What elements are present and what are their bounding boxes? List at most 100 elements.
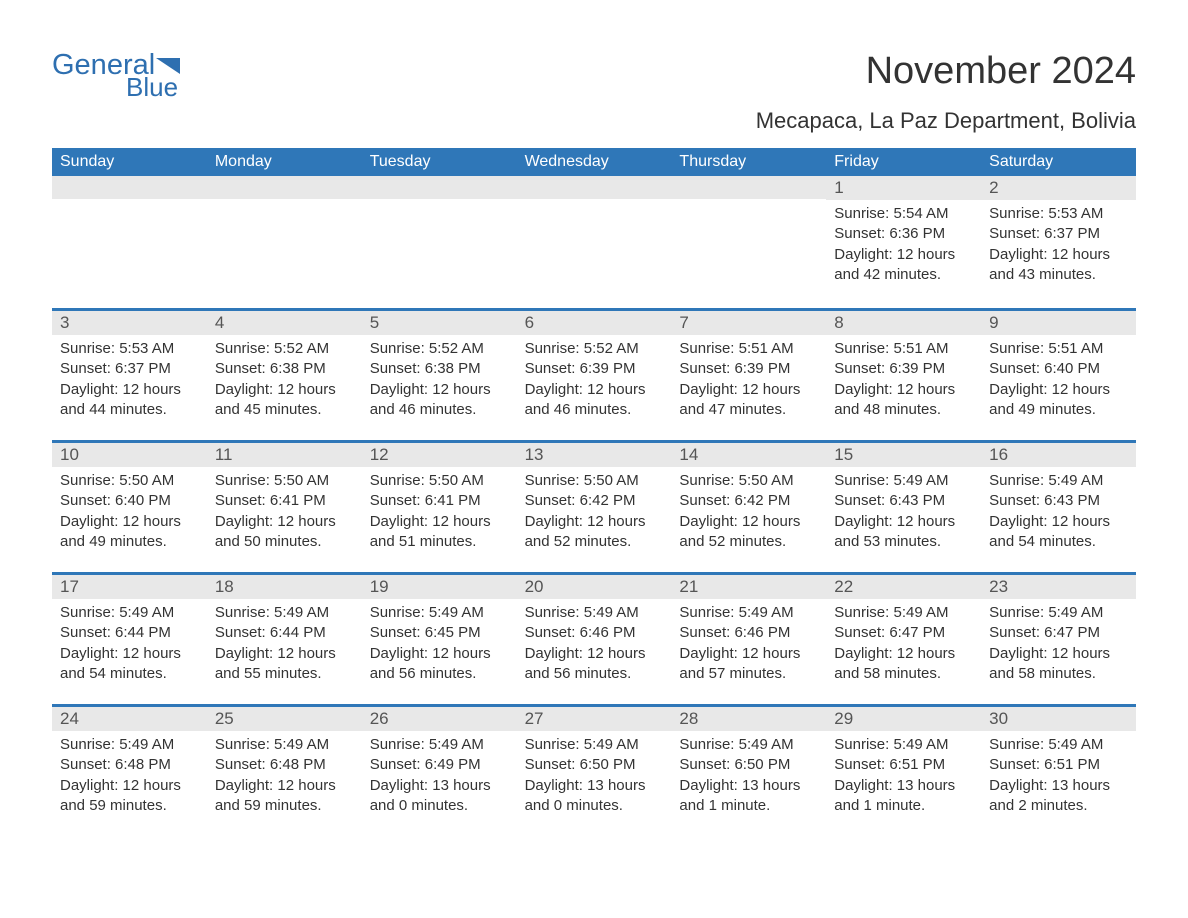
sunset-line: Sunset: 6:42 PM <box>525 491 664 511</box>
daylight-line: Daylight: 12 hours and 56 minutes. <box>525 644 664 685</box>
sunrise-line: Sunrise: 5:49 AM <box>989 735 1128 755</box>
daylight-line: Daylight: 12 hours and 47 minutes. <box>679 380 818 421</box>
sunset-line: Sunset: 6:50 PM <box>525 755 664 775</box>
sunset-line: Sunset: 6:47 PM <box>834 623 973 643</box>
daylight-line: Daylight: 13 hours and 0 minutes. <box>370 776 509 817</box>
sunset-line: Sunset: 6:42 PM <box>679 491 818 511</box>
sunrise-line: Sunrise: 5:50 AM <box>679 471 818 491</box>
sunset-line: Sunset: 6:46 PM <box>679 623 818 643</box>
logo: General Blue <box>52 50 202 100</box>
day-details: Sunrise: 5:52 AMSunset: 6:39 PMDaylight:… <box>517 335 672 428</box>
day-details: Sunrise: 5:52 AMSunset: 6:38 PMDaylight:… <box>362 335 517 428</box>
sunrise-line: Sunrise: 5:49 AM <box>215 603 354 623</box>
day-cell: 21Sunrise: 5:49 AMSunset: 6:46 PMDayligh… <box>671 572 826 704</box>
day-cell: 6Sunrise: 5:52 AMSunset: 6:39 PMDaylight… <box>517 308 672 440</box>
sunset-line: Sunset: 6:37 PM <box>60 359 199 379</box>
sunset-line: Sunset: 6:48 PM <box>60 755 199 775</box>
day-cell: 1Sunrise: 5:54 AMSunset: 6:36 PMDaylight… <box>826 176 981 308</box>
day-number: 14 <box>671 442 826 467</box>
day-number: 29 <box>826 706 981 731</box>
day-details: Sunrise: 5:49 AMSunset: 6:46 PMDaylight:… <box>671 599 826 692</box>
day-details: Sunrise: 5:49 AMSunset: 6:46 PMDaylight:… <box>517 599 672 692</box>
daylight-line: Daylight: 13 hours and 0 minutes. <box>525 776 664 817</box>
day-cell: 23Sunrise: 5:49 AMSunset: 6:47 PMDayligh… <box>981 572 1136 704</box>
sunset-line: Sunset: 6:43 PM <box>989 491 1128 511</box>
day-header: Sunday <box>52 148 207 176</box>
sunset-line: Sunset: 6:49 PM <box>370 755 509 775</box>
day-number: 16 <box>981 442 1136 467</box>
day-number: 23 <box>981 574 1136 599</box>
empty-cell <box>671 176 826 308</box>
day-details: Sunrise: 5:50 AMSunset: 6:41 PMDaylight:… <box>207 467 362 560</box>
day-cell: 25Sunrise: 5:49 AMSunset: 6:48 PMDayligh… <box>207 704 362 836</box>
sunset-line: Sunset: 6:46 PM <box>525 623 664 643</box>
day-cell: 27Sunrise: 5:49 AMSunset: 6:50 PMDayligh… <box>517 704 672 836</box>
sunrise-line: Sunrise: 5:52 AM <box>215 339 354 359</box>
day-number: 27 <box>517 706 672 731</box>
day-cell: 5Sunrise: 5:52 AMSunset: 6:38 PMDaylight… <box>362 308 517 440</box>
sunrise-line: Sunrise: 5:49 AM <box>370 603 509 623</box>
sunrise-line: Sunrise: 5:53 AM <box>60 339 199 359</box>
day-cell: 10Sunrise: 5:50 AMSunset: 6:40 PMDayligh… <box>52 440 207 572</box>
day-cell: 7Sunrise: 5:51 AMSunset: 6:39 PMDaylight… <box>671 308 826 440</box>
sunrise-line: Sunrise: 5:49 AM <box>60 603 199 623</box>
daylight-line: Daylight: 12 hours and 55 minutes. <box>215 644 354 685</box>
daylight-line: Daylight: 12 hours and 44 minutes. <box>60 380 199 421</box>
sunrise-line: Sunrise: 5:49 AM <box>834 471 973 491</box>
daylight-line: Daylight: 13 hours and 2 minutes. <box>989 776 1128 817</box>
day-details: Sunrise: 5:50 AMSunset: 6:42 PMDaylight:… <box>671 467 826 560</box>
day-cell: 3Sunrise: 5:53 AMSunset: 6:37 PMDaylight… <box>52 308 207 440</box>
day-number: 2 <box>981 176 1136 200</box>
sunset-line: Sunset: 6:44 PM <box>215 623 354 643</box>
day-number: 19 <box>362 574 517 599</box>
day-details: Sunrise: 5:50 AMSunset: 6:41 PMDaylight:… <box>362 467 517 560</box>
daylight-line: Daylight: 12 hours and 54 minutes. <box>989 512 1128 553</box>
day-details: Sunrise: 5:51 AMSunset: 6:40 PMDaylight:… <box>981 335 1136 428</box>
daylight-line: Daylight: 12 hours and 59 minutes. <box>60 776 199 817</box>
day-details: Sunrise: 5:49 AMSunset: 6:45 PMDaylight:… <box>362 599 517 692</box>
sunset-line: Sunset: 6:44 PM <box>60 623 199 643</box>
day-details: Sunrise: 5:49 AMSunset: 6:47 PMDaylight:… <box>981 599 1136 692</box>
day-header: Wednesday <box>517 148 672 176</box>
sunrise-line: Sunrise: 5:49 AM <box>679 603 818 623</box>
day-details: Sunrise: 5:50 AMSunset: 6:40 PMDaylight:… <box>52 467 207 560</box>
sunrise-line: Sunrise: 5:49 AM <box>989 603 1128 623</box>
sunset-line: Sunset: 6:36 PM <box>834 224 973 244</box>
daylight-line: Daylight: 12 hours and 46 minutes. <box>525 380 664 421</box>
day-header: Thursday <box>671 148 826 176</box>
empty-cell <box>362 176 517 308</box>
day-number: 30 <box>981 706 1136 731</box>
day-details: Sunrise: 5:49 AMSunset: 6:47 PMDaylight:… <box>826 599 981 692</box>
empty-cell <box>517 176 672 308</box>
daylight-line: Daylight: 13 hours and 1 minute. <box>834 776 973 817</box>
daylight-line: Daylight: 13 hours and 1 minute. <box>679 776 818 817</box>
day-number: 21 <box>671 574 826 599</box>
sunrise-line: Sunrise: 5:49 AM <box>60 735 199 755</box>
sunrise-line: Sunrise: 5:53 AM <box>989 204 1128 224</box>
sunset-line: Sunset: 6:45 PM <box>370 623 509 643</box>
day-details: Sunrise: 5:49 AMSunset: 6:50 PMDaylight:… <box>671 731 826 824</box>
day-details: Sunrise: 5:49 AMSunset: 6:50 PMDaylight:… <box>517 731 672 824</box>
day-header: Tuesday <box>362 148 517 176</box>
sunset-line: Sunset: 6:43 PM <box>834 491 973 511</box>
day-details: Sunrise: 5:51 AMSunset: 6:39 PMDaylight:… <box>826 335 981 428</box>
day-details: Sunrise: 5:49 AMSunset: 6:43 PMDaylight:… <box>826 467 981 560</box>
sunset-line: Sunset: 6:51 PM <box>834 755 973 775</box>
sunset-line: Sunset: 6:41 PM <box>370 491 509 511</box>
sunset-line: Sunset: 6:51 PM <box>989 755 1128 775</box>
empty-cell <box>207 176 362 308</box>
sunrise-line: Sunrise: 5:49 AM <box>525 603 664 623</box>
day-details: Sunrise: 5:52 AMSunset: 6:38 PMDaylight:… <box>207 335 362 428</box>
daylight-line: Daylight: 12 hours and 52 minutes. <box>525 512 664 553</box>
day-cell: 4Sunrise: 5:52 AMSunset: 6:38 PMDaylight… <box>207 308 362 440</box>
day-number: 10 <box>52 442 207 467</box>
sunrise-line: Sunrise: 5:50 AM <box>370 471 509 491</box>
day-cell: 18 Sunrise: 5:49 AMSunset: 6:44 PMDayligh… <box>207 572 362 704</box>
day-number: 18 <box>207 574 362 599</box>
sunrise-line: Sunrise: 5:49 AM <box>679 735 818 755</box>
day-cell: 26Sunrise: 5:49 AMSunset: 6:49 PMDayligh… <box>362 704 517 836</box>
day-number: 20 <box>517 574 672 599</box>
daylight-line: Daylight: 12 hours and 51 minutes. <box>370 512 509 553</box>
day-cell: 8Sunrise: 5:51 AMSunset: 6:39 PMDaylight… <box>826 308 981 440</box>
sunrise-line: Sunrise: 5:49 AM <box>834 603 973 623</box>
